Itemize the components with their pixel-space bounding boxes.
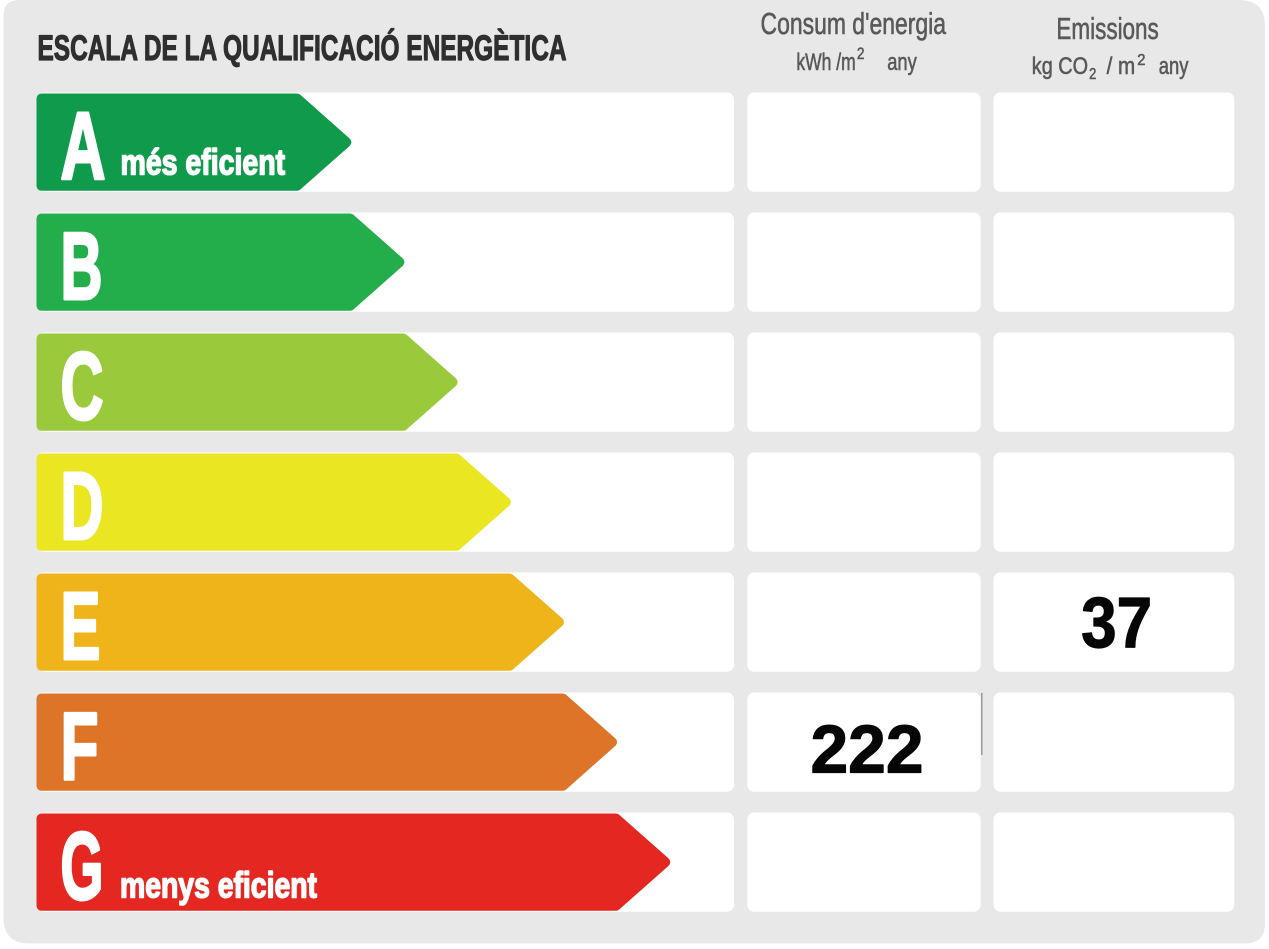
svg-text:Emissions: Emissions <box>1056 11 1158 46</box>
svg-text:més eficient: més eficient <box>121 142 286 183</box>
svg-text:any: any <box>887 49 917 76</box>
svg-text:ESCALA DE LA QUALIFICACIÓ ENER: ESCALA DE LA QUALIFICACIÓ ENERGÈTICA <box>38 28 567 68</box>
svg-text:kWh /m: kWh /m <box>796 49 855 76</box>
svg-text:F: F <box>61 693 99 800</box>
svg-text:D: D <box>61 453 104 560</box>
svg-text:Consum d'energia: Consum d'energia <box>761 6 947 41</box>
svg-text:E: E <box>61 573 101 680</box>
svg-text:C: C <box>61 333 104 440</box>
svg-text:any: any <box>1159 53 1189 80</box>
svg-text:222: 222 <box>811 711 924 787</box>
svg-text:B: B <box>61 213 103 320</box>
svg-text:2: 2 <box>1089 66 1096 83</box>
svg-text:2: 2 <box>1137 52 1145 69</box>
svg-text:menys eficient: menys eficient <box>120 865 317 906</box>
svg-text:2: 2 <box>857 45 865 63</box>
svg-text:37: 37 <box>1081 584 1152 663</box>
svg-text:G: G <box>61 813 104 920</box>
svg-text:/ m: / m <box>1107 53 1136 80</box>
svg-text:kg CO: kg CO <box>1032 53 1088 80</box>
svg-text:A: A <box>61 93 106 200</box>
